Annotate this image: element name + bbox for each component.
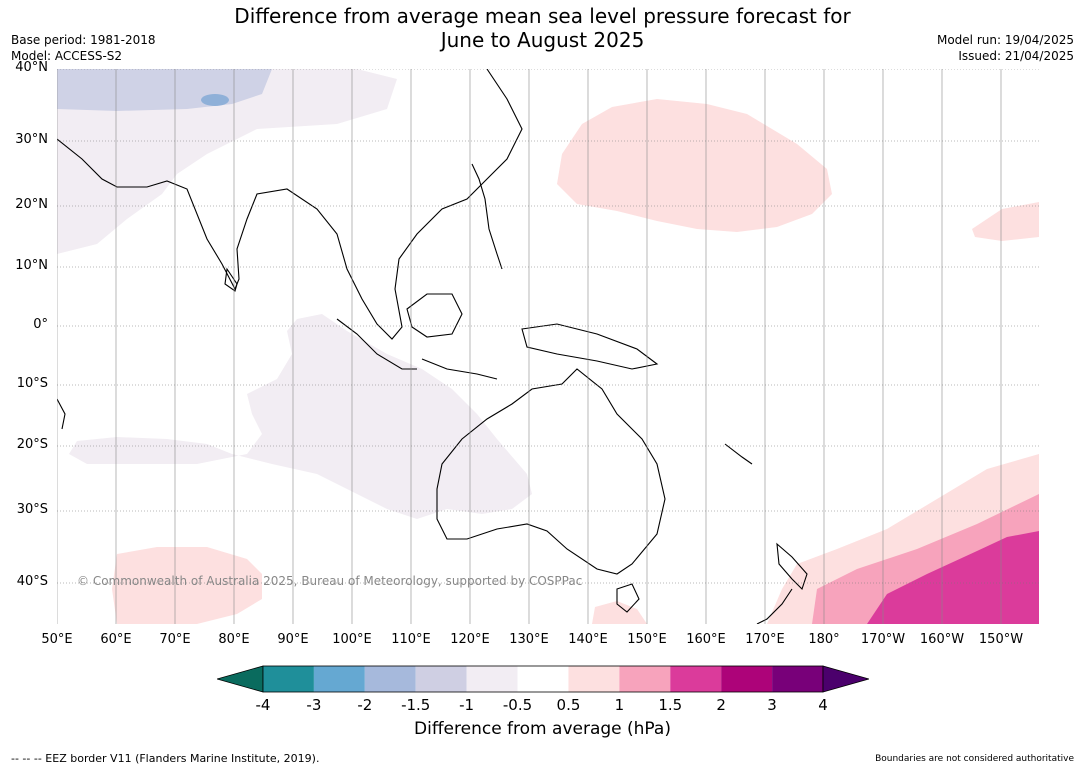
philippines-coast bbox=[471, 163, 503, 270]
australia-coast bbox=[436, 368, 666, 575]
longitude-label: 100°E bbox=[332, 632, 372, 647]
colorbar bbox=[217, 665, 869, 693]
colorbar-tick-label: -0.5 bbox=[502, 696, 533, 714]
pressure-anomaly-map bbox=[57, 69, 1039, 624]
longitude-label: 180° bbox=[808, 632, 840, 647]
longitude-label: 60°E bbox=[100, 632, 132, 647]
longitude-label: 70°E bbox=[159, 632, 191, 647]
colorbar-segment bbox=[466, 666, 518, 692]
positive-anomaly-regions bbox=[112, 99, 1039, 624]
longitude-label: 110°E bbox=[391, 632, 431, 647]
latitude-label: 40°N bbox=[15, 60, 48, 75]
neg-core-himalaya bbox=[201, 94, 229, 106]
colorbar-tick-label: 2 bbox=[716, 696, 726, 714]
colorbar-segment bbox=[772, 666, 823, 692]
copyright-text: © Commonwealth of Australia 2025, Bureau… bbox=[77, 574, 583, 588]
colorbar-segment bbox=[568, 666, 620, 692]
title-line-1: Difference from average mean sea level p… bbox=[234, 4, 851, 28]
colorbar-tick-label: -4 bbox=[255, 696, 271, 714]
boundaries-disclaimer: Boundaries are not considered authoritat… bbox=[875, 754, 1074, 764]
latitude-label: 20°S bbox=[16, 437, 48, 452]
longitude-label: 160°W bbox=[919, 632, 965, 647]
longitude-label: 160°E bbox=[686, 632, 726, 647]
asia-mainland-coast bbox=[57, 69, 523, 340]
map-title: Difference from average mean sea level p… bbox=[0, 4, 1085, 52]
sumatra-coast bbox=[336, 318, 417, 370]
latitude-label: 10°N bbox=[15, 258, 48, 273]
latitude-label: 10°S bbox=[16, 376, 48, 391]
colorbar-tick-label: -3 bbox=[306, 696, 322, 714]
latitude-label: 20°N bbox=[15, 197, 48, 212]
colorbar-segment bbox=[313, 666, 365, 692]
longitude-label: 170°E bbox=[745, 632, 785, 647]
latitude-label: 0° bbox=[33, 317, 48, 332]
neg-region-northwest bbox=[57, 69, 397, 254]
longitude-label: 150°W bbox=[978, 632, 1024, 647]
colorbar-label: Difference from average (hPa) bbox=[414, 719, 671, 739]
colorbar-segment bbox=[619, 666, 671, 692]
issued-date: Issued: 21/04/2025 bbox=[958, 49, 1074, 63]
new-zealand-south-coast bbox=[756, 588, 793, 624]
meta-right: Model run: 19/04/2025 Issued: 21/04/2025 bbox=[937, 32, 1074, 64]
colorbar-segment bbox=[721, 666, 773, 692]
colorbar-tick-label: 0.5 bbox=[556, 696, 581, 714]
longitude-label: 170°W bbox=[860, 632, 906, 647]
longitude-label: 120°E bbox=[450, 632, 490, 647]
borneo-coast bbox=[406, 293, 463, 338]
coastlines bbox=[57, 69, 808, 624]
longitude-label: 150°E bbox=[627, 632, 667, 647]
model-run: Model run: 19/04/2025 bbox=[936, 33, 1074, 47]
new-caledonia-coast bbox=[724, 443, 753, 465]
latitude-label: 30°S bbox=[16, 502, 48, 517]
pos-region-southwest-pacific-2 bbox=[867, 531, 1039, 624]
neg-region-indian-ocean bbox=[69, 314, 532, 519]
negative-anomaly-regions bbox=[57, 69, 532, 519]
longitude-label: 130°E bbox=[509, 632, 549, 647]
latitude-label: 40°S bbox=[16, 574, 48, 589]
new-zealand-north-coast bbox=[776, 542, 808, 591]
model-name: Model: ACCESS-S2 bbox=[11, 49, 123, 63]
colorbar-tick-label: 1 bbox=[614, 696, 625, 714]
pos-region-north-pacific bbox=[557, 99, 832, 232]
colorbar-segment bbox=[517, 666, 569, 692]
new-guinea-coast bbox=[521, 323, 659, 370]
colorbar-segment bbox=[364, 666, 416, 692]
title-line-2: June to August 2025 bbox=[440, 28, 645, 52]
colorbar-segment bbox=[670, 666, 722, 692]
java-coast bbox=[421, 358, 498, 380]
longitude-label: 80°E bbox=[218, 632, 250, 647]
colorbar-segment bbox=[415, 666, 467, 692]
longitude-label: 140°E bbox=[568, 632, 608, 647]
meta-left: Base period: 1981-2018 Model: ACCESS-S2 bbox=[11, 32, 156, 64]
colorbar-tick-label: 4 bbox=[818, 696, 828, 714]
colorbar-tick-label: -2 bbox=[357, 696, 373, 714]
colorbar-segment bbox=[263, 666, 314, 692]
longitude-label: 50°E bbox=[41, 632, 73, 647]
gridlines bbox=[57, 69, 1039, 624]
eez-border-note: -- -- -- EEZ border V11 (Flanders Marine… bbox=[11, 752, 320, 765]
colorbar-extend-low bbox=[217, 665, 264, 693]
pos-region-central-pacific bbox=[972, 202, 1039, 241]
base-period: Base period: 1981-2018 bbox=[11, 33, 156, 47]
pos-region-south-indian bbox=[112, 547, 262, 624]
pos-region-tasmania bbox=[592, 601, 647, 624]
longitude-label: 90°E bbox=[277, 632, 309, 647]
colorbar-extend-high bbox=[822, 665, 869, 693]
tasmania-coast bbox=[616, 583, 640, 613]
colorbar-tick-label: 1.5 bbox=[658, 696, 683, 714]
colorbar-tick-label: 3 bbox=[767, 696, 777, 714]
colorbar-tick-label: -1.5 bbox=[401, 696, 431, 714]
sri-lanka-coast bbox=[224, 267, 238, 292]
africa-coast bbox=[57, 398, 66, 430]
latitude-label: 30°N bbox=[15, 132, 48, 147]
colorbar-tick-label: -1 bbox=[459, 696, 475, 714]
